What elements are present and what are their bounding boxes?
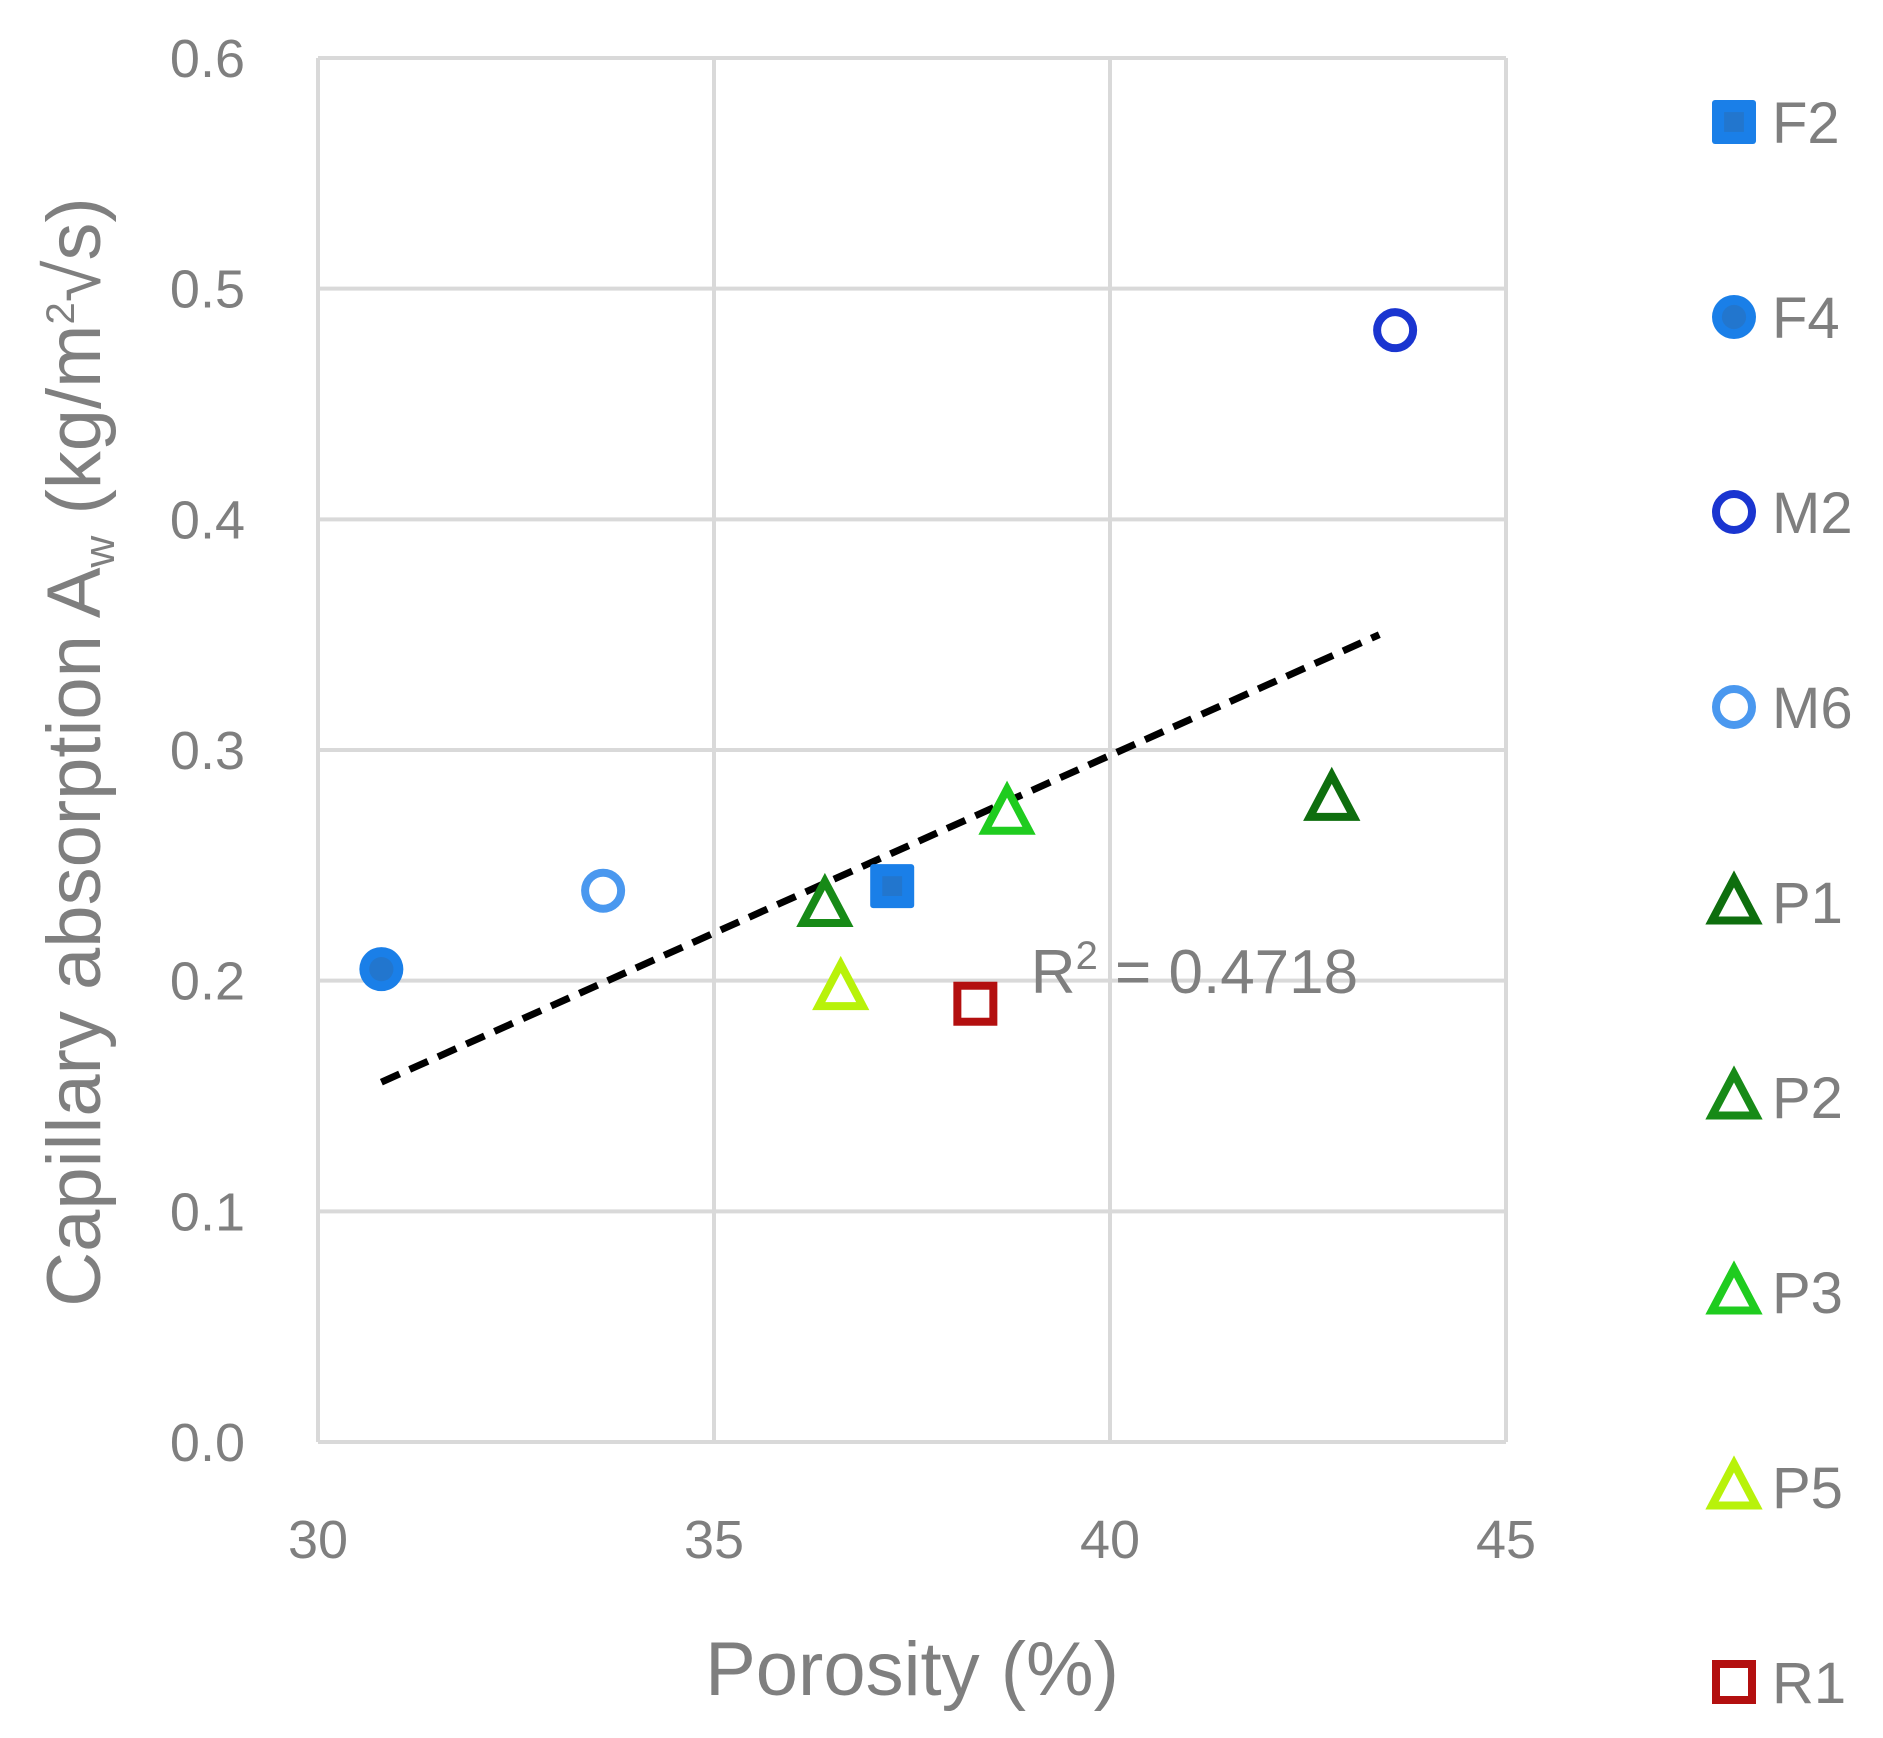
point-r1 [953,981,998,1026]
legend-marker-p1 [1705,870,1763,925]
point-p2 [796,872,854,928]
trendline [379,631,1381,1086]
point-p5 [812,955,870,1011]
y-tick-label: 0.6 [170,29,245,89]
legend-label-p1: P1 [1772,871,1843,936]
y-tick-label: 0.3 [170,721,245,781]
y-tick-label: 0.1 [170,1182,245,1242]
x-axis-ticks: 30 35 40 45 [288,1510,1536,1570]
legend-marker-m2 [1712,490,1756,534]
legend-marker-p3 [1705,1260,1763,1315]
legend-label-m2: M2 [1772,481,1853,546]
legend-marker-p5 [1705,1455,1763,1510]
y-tick-label: 0.5 [170,260,245,320]
legend-label-m6: M6 [1772,676,1853,741]
x-tick-label: 35 [684,1510,744,1570]
legend-label-r1: R1 [1772,1651,1846,1716]
y-axis-title: Capillary absorption Aw (kg/m2√s) [32,197,124,1306]
y-tick-label: 0.0 [170,1413,245,1473]
legend-marker-r1 [1712,1660,1756,1704]
legend-label-f4: F4 [1772,286,1840,351]
legend-marker-m6 [1712,685,1756,729]
point-f4-center [369,957,394,982]
grid [316,56,1508,1444]
x-tick-label: 45 [1476,1510,1536,1570]
point-p1 [1303,766,1361,821]
legend-marker-p2 [1705,1065,1763,1120]
data-points [359,308,1418,1026]
legend-marker-f2-center [1724,112,1744,132]
x-tick-label: 30 [288,1510,348,1570]
legend: F2 F4 M2 M6 P1 P2 P3 P5 R1 [1705,91,1853,1716]
legend-marker-f4-center [1721,304,1747,330]
r-squared-annotation: R2 = 0.4718 [1031,934,1358,1007]
legend-label-f2: F2 [1772,91,1840,156]
x-axis-title: Porosity (%) [705,1627,1119,1712]
point-m2 [1373,308,1418,353]
point-p3 [978,780,1036,835]
legend-label-p5: P5 [1772,1456,1843,1521]
y-tick-label: 0.2 [170,952,245,1012]
legend-label-p3: P3 [1772,1261,1843,1326]
y-tick-label: 0.4 [170,490,245,550]
legend-label-p2: P2 [1772,1066,1843,1131]
x-tick-label: 40 [1080,1510,1140,1570]
point-f2-center [882,876,903,896]
point-m6 [581,868,626,913]
y-axis-ticks: 0.0 0.1 0.2 0.3 0.4 0.5 0.6 [170,29,245,1473]
